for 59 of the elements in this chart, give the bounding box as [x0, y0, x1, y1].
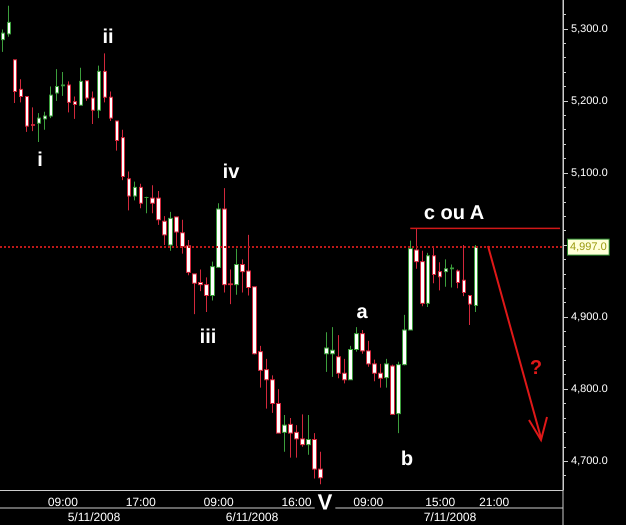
- text: 6/11/2008: [226, 510, 279, 524]
- annotation: c ou A: [424, 202, 484, 224]
- annotation: i: [37, 149, 43, 171]
- candlestick: [73, 96, 77, 120]
- candlestick: [462, 244, 466, 297]
- x-tick-label: 15:00: [425, 495, 456, 509]
- candlestick: [43, 111, 47, 130]
- candlestick: [103, 52, 107, 103]
- candlestick: [121, 129, 125, 181]
- candlestick: [31, 106, 35, 132]
- y-tick-label: 5,300.0: [571, 22, 608, 35]
- candlestick: [91, 91, 95, 124]
- candlestick: [139, 183, 143, 209]
- candlestick: [85, 80, 89, 102]
- annotation: iv: [222, 161, 240, 183]
- x-tick-label: 16:00: [281, 495, 312, 509]
- candlestick: [109, 91, 113, 122]
- candlestick: [144, 196, 149, 214]
- candlestick: [456, 269, 460, 289]
- candlestick: [133, 181, 137, 201]
- text: 5/11/2008: [68, 510, 121, 524]
- x-tick-label: 09:00: [353, 495, 384, 509]
- candlestick: [97, 65, 101, 119]
- annotation: ii: [102, 26, 114, 48]
- candlestick: [37, 112, 41, 142]
- candlestick: [25, 96, 29, 132]
- candlestick: [49, 86, 53, 119]
- candlestick: [19, 78, 23, 103]
- ref-line-label: 4,997.0: [570, 241, 607, 254]
- candlestick: [13, 59, 17, 104]
- x-tick-label: 09:00: [204, 495, 234, 509]
- candlestick: [438, 262, 442, 291]
- candlestick: [115, 120, 119, 152]
- candlestick: [1, 29, 5, 52]
- annotation: a: [356, 301, 368, 323]
- candlestick: [79, 67, 83, 106]
- candlestick: [474, 244, 478, 313]
- candlestick: [450, 264, 454, 288]
- y-tick-label: 4,700.0: [571, 455, 608, 468]
- candlestick: [55, 68, 59, 102]
- x-tick-label: 09:00: [48, 495, 78, 509]
- candlestick: [444, 258, 448, 288]
- annotation: iii: [200, 326, 216, 348]
- x-tick-label: 21:00: [479, 495, 510, 509]
- annotation: V: [318, 490, 333, 514]
- candlestick: [127, 171, 131, 211]
- annotation: b: [400, 448, 414, 470]
- candlestick: [432, 247, 436, 284]
- y-tick-label: 4,800.0: [571, 383, 608, 396]
- text: 7/11/2008: [424, 510, 477, 524]
- candlestick: [61, 72, 65, 96]
- y-tick-label: 4,900.0: [571, 311, 608, 324]
- y-tick-label: 5,200.0: [571, 94, 608, 107]
- candlestick: [468, 294, 472, 326]
- candlestick: [7, 5, 11, 38]
- candlestick: [67, 80, 71, 113]
- x-tick-label: 17:00: [126, 495, 156, 509]
- y-tick-label: 5,100.0: [571, 166, 608, 179]
- annotation: ?: [530, 357, 542, 379]
